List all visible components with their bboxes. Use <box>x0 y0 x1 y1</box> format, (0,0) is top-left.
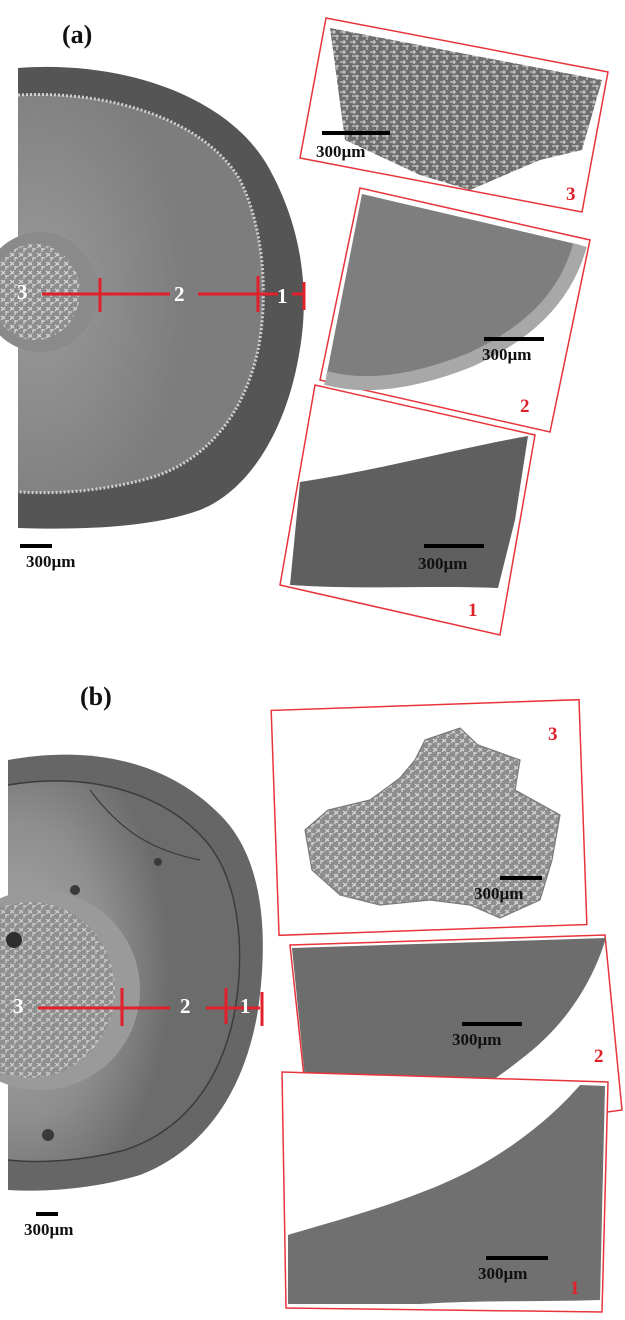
inset-number-a2: 2 <box>520 396 530 417</box>
scale-bar-a3 <box>322 131 390 135</box>
sample-a-path-marker <box>42 276 306 312</box>
scale-label-b3: 300µm <box>474 884 524 903</box>
inset-b3-micrograph <box>270 698 588 937</box>
path-number-1-a: 1 <box>277 284 288 308</box>
inset-number-b1: 1 <box>570 1278 580 1299</box>
inset-a2-micrograph <box>319 187 591 433</box>
panel-label-a: (a) <box>62 20 93 49</box>
scale-label-a1: 300µm <box>418 554 468 573</box>
scale-label-b1: 300µm <box>478 1264 528 1283</box>
path-number-3-b: 3 <box>13 994 24 1018</box>
scale-bar-b2 <box>462 1022 522 1026</box>
scale-label-a: 300µm <box>26 552 76 571</box>
path-number-2-a: 2 <box>174 282 185 306</box>
scale-bar-a2 <box>484 337 544 341</box>
scale-label-b2: 300µm <box>452 1030 502 1049</box>
inset-a3-micrograph <box>299 17 609 213</box>
path-number-2-b: 2 <box>180 994 191 1018</box>
scale-label-a3: 300µm <box>316 142 366 161</box>
inset-number-b3: 3 <box>548 724 558 745</box>
inset-b1-micrograph <box>281 1071 609 1313</box>
scale-bar-a <box>20 544 52 548</box>
sample-b-main-micrograph <box>0 754 263 1191</box>
scale-bar-b <box>36 1212 58 1216</box>
inset-number-a3: 3 <box>566 184 576 205</box>
scale-label-b: 300µm <box>24 1220 74 1239</box>
path-number-1-b: 1 <box>240 994 251 1018</box>
scale-bar-b1 <box>486 1256 548 1260</box>
scale-bar-b3 <box>500 876 542 880</box>
inset-number-b2: 2 <box>594 1046 604 1067</box>
panel-label-b: (b) <box>80 682 112 711</box>
sample-b-path-marker <box>38 988 264 1026</box>
scale-label-a2: 300µm <box>482 345 532 364</box>
inset-number-a1: 1 <box>468 600 478 621</box>
scale-bar-a1 <box>424 544 484 548</box>
path-number-3-a: 3 <box>17 280 28 304</box>
inset-a1-micrograph <box>279 384 536 636</box>
